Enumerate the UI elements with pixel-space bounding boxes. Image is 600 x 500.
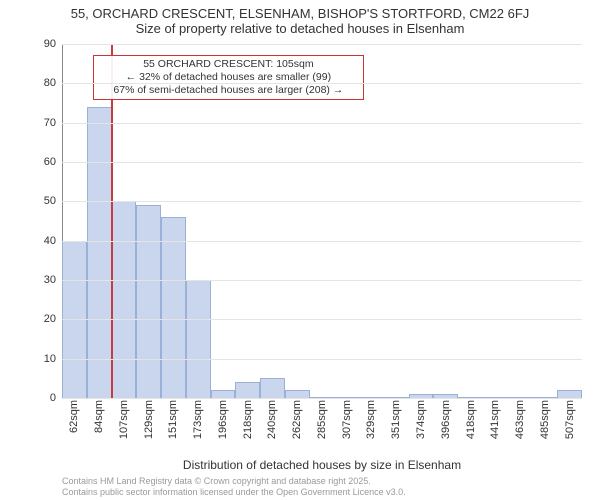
x-tick-label: 151sqm <box>167 400 179 439</box>
bar-slot: 351sqm <box>384 44 409 398</box>
title-line-2: Size of property relative to detached ho… <box>0 21 600 36</box>
x-tick-label: 62sqm <box>68 400 80 433</box>
chart-title: 55, ORCHARD CRESCENT, ELSENHAM, BISHOP'S… <box>0 0 600 36</box>
y-tick-label: 40 <box>26 235 56 247</box>
gridline <box>62 280 582 281</box>
histogram-bar <box>112 201 137 398</box>
x-tick-label: 218sqm <box>242 400 254 439</box>
histogram-bar <box>161 217 186 398</box>
y-tick-label: 20 <box>26 313 56 325</box>
x-tick-label: 107sqm <box>118 400 130 439</box>
title-line-1: 55, ORCHARD CRESCENT, ELSENHAM, BISHOP'S… <box>0 6 600 21</box>
bar-slot: 463sqm <box>508 44 533 398</box>
bar-slot: 396sqm <box>433 44 458 398</box>
bar-slot: 62sqm <box>62 44 87 398</box>
x-tick-label: 329sqm <box>366 400 378 439</box>
x-tick-label: 262sqm <box>291 400 303 439</box>
footer-line-2: Contains public sector information licen… <box>62 487 406 498</box>
x-tick-label: 507sqm <box>564 400 576 439</box>
histogram-bar <box>260 378 285 398</box>
histogram-bar <box>557 390 582 398</box>
annotation-line-3: 67% of semi-detached houses are larger (… <box>100 84 356 97</box>
bar-slot: 418sqm <box>458 44 483 398</box>
y-tick-label: 50 <box>26 195 56 207</box>
footer-line-1: Contains HM Land Registry data © Crown c… <box>62 476 406 487</box>
gridline <box>62 398 582 399</box>
x-tick-label: 441sqm <box>489 400 501 439</box>
gridline <box>62 44 582 45</box>
annotation-line-1: 55 ORCHARD CRESCENT: 105sqm <box>100 58 356 71</box>
bar-slot: 507sqm <box>557 44 582 398</box>
gridline <box>62 319 582 320</box>
gridline <box>62 123 582 124</box>
x-tick-label: 374sqm <box>415 400 427 439</box>
y-tick-label: 60 <box>26 156 56 168</box>
x-tick-label: 396sqm <box>440 400 452 439</box>
histogram-bar <box>186 280 211 398</box>
bar-slot: 485sqm <box>533 44 558 398</box>
gridline <box>62 241 582 242</box>
x-tick-label: 285sqm <box>316 400 328 439</box>
histogram-bar <box>211 390 236 398</box>
y-tick-label: 10 <box>26 353 56 365</box>
bar-slot: 374sqm <box>409 44 434 398</box>
gridline <box>62 359 582 360</box>
y-tick-label: 80 <box>26 77 56 89</box>
annotation-callout: 55 ORCHARD CRESCENT: 105sqm ← 32% of det… <box>93 55 363 100</box>
x-tick-label: 173sqm <box>192 400 204 439</box>
histogram-bar <box>285 390 310 398</box>
gridline <box>62 162 582 163</box>
footer-attribution: Contains HM Land Registry data © Crown c… <box>62 476 406 498</box>
y-tick-label: 30 <box>26 274 56 286</box>
x-tick-label: 418sqm <box>465 400 477 439</box>
chart-plot-area: 62sqm84sqm107sqm129sqm151sqm173sqm196sqm… <box>62 44 582 398</box>
y-tick-label: 70 <box>26 117 56 129</box>
bar-slot: 441sqm <box>483 44 508 398</box>
annotation-line-2: ← 32% of detached houses are smaller (99… <box>100 71 356 84</box>
gridline <box>62 83 582 84</box>
histogram-bar <box>235 382 260 398</box>
x-tick-label: 307sqm <box>341 400 353 439</box>
x-tick-label: 485sqm <box>539 400 551 439</box>
histogram-bar <box>136 205 161 398</box>
y-tick-label: 90 <box>26 38 56 50</box>
x-tick-label: 196sqm <box>217 400 229 439</box>
y-tick-label: 0 <box>26 392 56 404</box>
x-tick-label: 240sqm <box>267 400 279 439</box>
x-tick-label: 129sqm <box>143 400 155 439</box>
x-tick-label: 84sqm <box>93 400 105 433</box>
x-axis-label: Distribution of detached houses by size … <box>62 458 582 472</box>
x-tick-label: 463sqm <box>514 400 526 439</box>
x-tick-label: 351sqm <box>390 400 402 439</box>
gridline <box>62 201 582 202</box>
histogram-bar <box>87 107 112 398</box>
